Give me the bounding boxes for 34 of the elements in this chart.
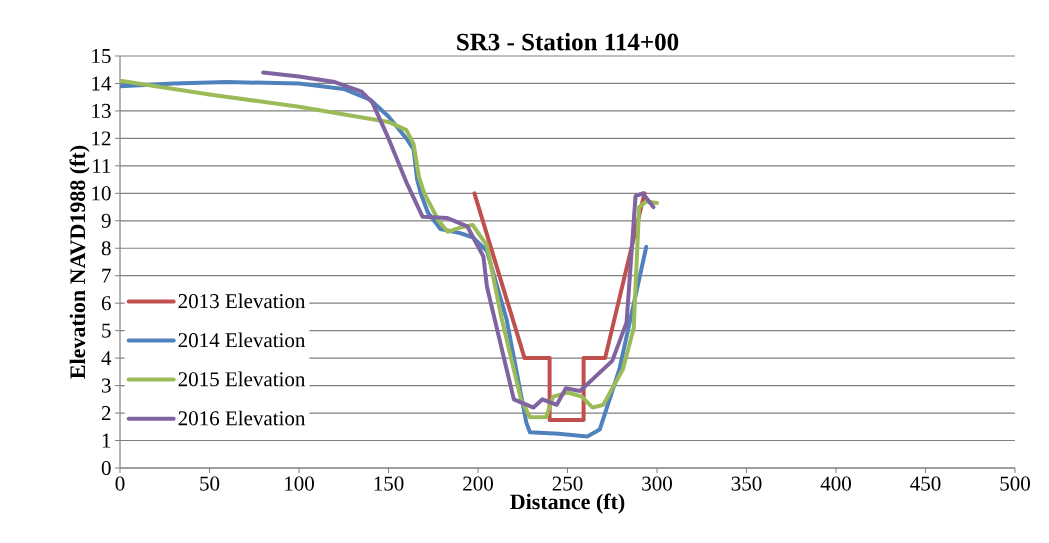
y-tick-label: 0 — [101, 460, 111, 476]
y-tick-label: 1 — [102, 433, 111, 448]
chart-title: SR3 - Station 114+00 — [457, 32, 679, 51]
y-axis-title: Elevation NAVD1988 (ft) — [69, 145, 90, 379]
x-tick-label: 500 — [1000, 476, 1030, 491]
y-tick-label: 13 — [92, 103, 111, 118]
x-tick-label: 250 — [552, 476, 583, 491]
y-tick-label: 14 — [92, 76, 112, 91]
legend-label: 2016 Elevation — [178, 410, 306, 426]
y-tick-label: 6 — [101, 296, 111, 311]
y-tick-label: 3 — [101, 378, 111, 393]
y-tick-label: 9 — [101, 213, 111, 228]
x-tick-label: 0 — [115, 476, 125, 491]
x-tick-label: 450 — [910, 476, 941, 491]
y-tick-label: 12 — [92, 131, 111, 146]
y-tick-label: 7 — [102, 268, 111, 283]
y-tick-label: 10 — [92, 186, 111, 201]
legend-label: 2013 Elevation — [178, 293, 306, 309]
x-tick-label: 400 — [820, 476, 851, 491]
x-tick-label: 200 — [463, 476, 493, 491]
legend-label: 2014 Elevation — [178, 332, 306, 348]
y-tick-label: 4 — [101, 351, 112, 366]
legend-label: 2015 Elevation — [178, 371, 306, 387]
x-tick-label: 150 — [374, 476, 404, 491]
y-tick-label: 11 — [93, 158, 111, 173]
x-tick-label: 50 — [200, 476, 220, 491]
y-tick-label: 2 — [101, 406, 111, 421]
x-tick-label: 100 — [285, 476, 314, 491]
y-tick-label: 15 — [92, 48, 111, 64]
x-tick-label: 350 — [731, 476, 762, 491]
y-tick-label: 8 — [101, 241, 111, 256]
y-tick-label: 5 — [102, 323, 111, 338]
x-tick-label: 300 — [642, 476, 672, 491]
x-axis-title: Distance (ft) — [510, 493, 625, 514]
